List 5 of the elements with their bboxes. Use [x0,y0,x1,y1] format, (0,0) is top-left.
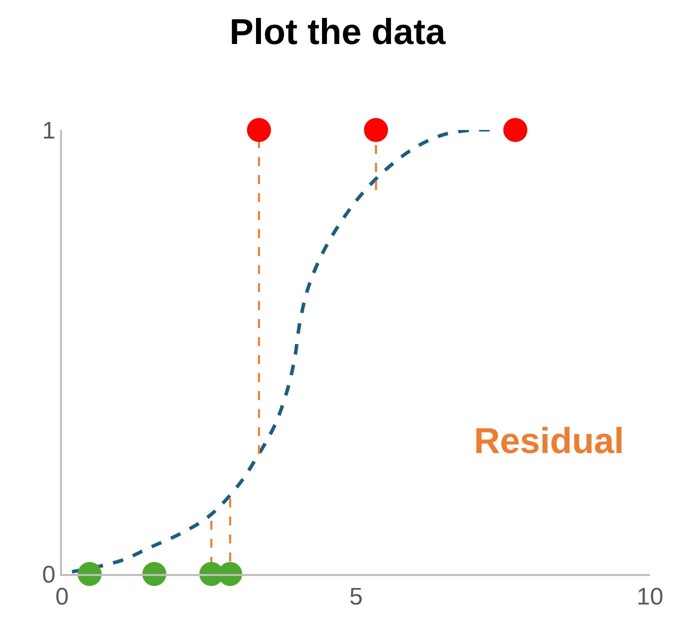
annotation: Residual [474,420,624,461]
x-tick-label: 10 [636,584,664,611]
x-tick-label: 5 [349,584,363,611]
chart-title: Plot the data [229,11,446,52]
y-tick-label: 1 [42,117,56,144]
